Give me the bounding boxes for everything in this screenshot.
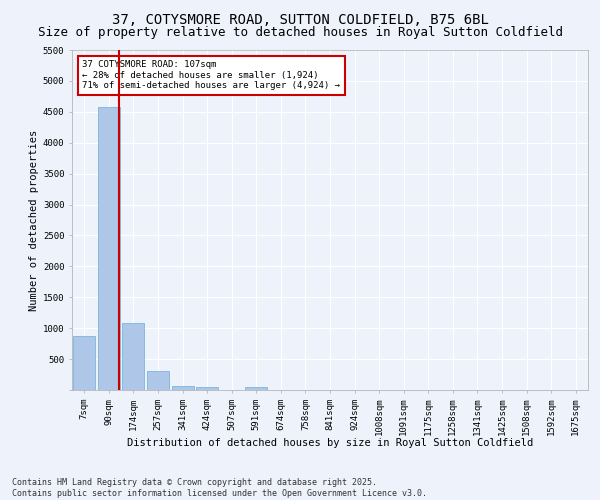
- Bar: [122, 323, 145, 390]
- X-axis label: Distribution of detached houses by size in Royal Sutton Coldfield: Distribution of detached houses by size …: [127, 438, 533, 448]
- Text: Contains HM Land Registry data © Crown copyright and database right 2025.
Contai: Contains HM Land Registry data © Crown c…: [12, 478, 427, 498]
- Bar: [98, 107, 120, 390]
- Text: 37, COTYSMORE ROAD, SUTTON COLDFIELD, B75 6BL: 37, COTYSMORE ROAD, SUTTON COLDFIELD, B7…: [112, 12, 488, 26]
- Bar: [147, 371, 169, 390]
- Bar: [73, 336, 95, 390]
- Bar: [172, 386, 194, 390]
- Bar: [245, 387, 268, 390]
- Y-axis label: Number of detached properties: Number of detached properties: [29, 130, 38, 310]
- Text: 37 COTYSMORE ROAD: 107sqm
← 28% of detached houses are smaller (1,924)
71% of se: 37 COTYSMORE ROAD: 107sqm ← 28% of detac…: [82, 60, 340, 90]
- Text: Size of property relative to detached houses in Royal Sutton Coldfield: Size of property relative to detached ho…: [37, 26, 563, 39]
- Bar: [196, 386, 218, 390]
